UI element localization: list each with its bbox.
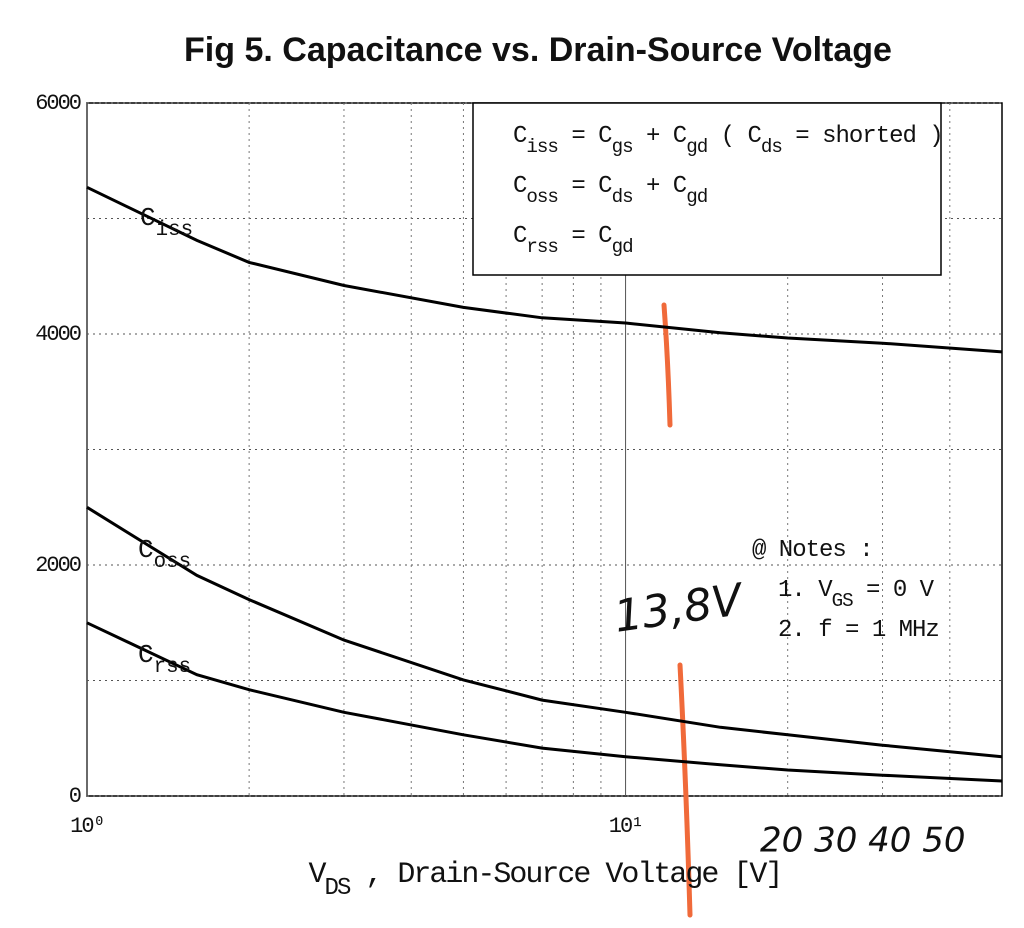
note: 1. VGS = 0 V [778,577,935,612]
series-line [86,621,1003,783]
legend-box [472,102,942,276]
chart-title: Fig 5. Capacitance vs. Drain-Source Volt… [184,31,892,69]
hand-stroke [677,662,693,918]
hand-stroke [661,302,673,428]
handwritten-note: 20 30 40 50 [760,821,965,861]
y-tick-label: 2000 [35,553,81,578]
note: @ Notes : [752,537,873,564]
series-line [86,506,1003,759]
series-label: Coss [138,535,191,574]
legend-equation: Crss = Cgd [513,223,633,258]
series-line [86,185,1003,354]
note: 2. f = 1 MHz [778,617,939,644]
legend-equation: Coss = Cds + Cgd [513,173,707,208]
legend-equation: Ciss = Cgs + Cgd ( Cds = shorted ) [513,123,943,158]
x-axis-label: VDS , Drain-Source Voltage [V] [309,858,782,902]
x-tick-label: 10¹ [609,814,643,839]
y-tick-label: 0 [69,784,81,809]
handwritten-note: 13,8V [611,574,748,643]
series-label: Ciss [140,203,193,242]
series-label: Crss [138,640,191,679]
y-tick-label: 4000 [35,322,81,347]
y-tick-label: 6000 [35,91,81,116]
x-tick-label: 10⁰ [70,814,104,839]
